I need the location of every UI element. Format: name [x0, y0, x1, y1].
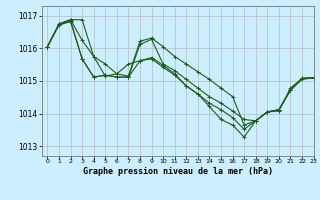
X-axis label: Graphe pression niveau de la mer (hPa): Graphe pression niveau de la mer (hPa): [83, 167, 273, 176]
